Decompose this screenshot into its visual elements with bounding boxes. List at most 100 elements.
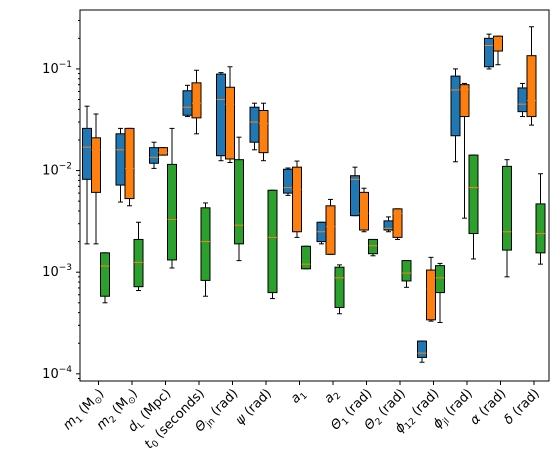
x-tick-label: a1 xyxy=(288,386,310,408)
y-tick-exp: −3 xyxy=(59,263,72,273)
box-body xyxy=(468,154,479,235)
box-body xyxy=(401,260,412,282)
box-s3-c6 xyxy=(267,189,278,300)
box-body xyxy=(417,340,427,358)
box-body xyxy=(359,191,369,231)
x-tick-label: ψ (rad) xyxy=(233,386,275,428)
box-s1-c1 xyxy=(82,105,92,245)
box-s2-c5 xyxy=(225,66,235,164)
box-s2-c4 xyxy=(191,69,202,135)
box-body xyxy=(484,37,494,68)
x-label-sub: 2 xyxy=(108,415,119,426)
box-s2-c6 xyxy=(258,102,269,162)
box-s2-c1 xyxy=(91,113,101,245)
y-tick-label: 10−3 xyxy=(42,263,72,280)
box-s3-c5 xyxy=(234,136,244,262)
box-body xyxy=(325,205,336,255)
box-body xyxy=(234,159,244,245)
x-label-units: (rad) xyxy=(239,386,275,422)
box-s3-c1 xyxy=(100,252,110,304)
y-tick-base: 10 xyxy=(42,164,59,179)
box-body xyxy=(267,189,278,294)
box-s1-c12 xyxy=(450,68,461,163)
box-body xyxy=(301,245,311,270)
box-s2-c10 xyxy=(392,208,403,240)
x-label-sub: 2 xyxy=(332,391,343,402)
box-body xyxy=(450,75,461,137)
box-s2-c2 xyxy=(124,127,135,207)
box-s3-c9 xyxy=(368,238,378,257)
box-s2-c13 xyxy=(493,35,503,66)
box-s3-c8 xyxy=(334,264,345,315)
box-body xyxy=(158,147,168,156)
box-body xyxy=(502,165,512,251)
y-tick-label: 10−1 xyxy=(42,60,72,77)
y-tick-base: 10 xyxy=(42,265,59,280)
box-s2-c7 xyxy=(292,160,302,238)
x-tick-label: δ (rad) xyxy=(501,386,543,428)
x-label-sub: 1 xyxy=(340,417,351,428)
y-tick-base: 10 xyxy=(42,367,59,382)
box-body xyxy=(535,203,546,254)
box-s2-c3 xyxy=(158,147,168,156)
box-body xyxy=(82,127,92,180)
box-s3-c13 xyxy=(502,159,512,278)
x-label-sub: 0 xyxy=(150,439,161,450)
box-s1-c6 xyxy=(249,102,260,151)
box-body xyxy=(368,238,378,255)
box-body xyxy=(493,35,503,52)
box-body xyxy=(124,127,135,200)
box-body xyxy=(426,269,436,321)
box-s1-c5 xyxy=(216,72,226,162)
boxes-layer xyxy=(82,26,546,363)
box-s1-c9 xyxy=(350,166,360,217)
box-s1-c11 xyxy=(417,340,427,363)
x-tick-label: a2 xyxy=(322,386,344,408)
plot-frame xyxy=(79,9,550,382)
box-s1-c2 xyxy=(115,127,126,203)
box-s1-c8 xyxy=(316,221,327,245)
box-body xyxy=(91,137,101,193)
box-s1-c14 xyxy=(517,82,528,118)
box-body xyxy=(216,73,226,157)
x-label-units: (rad) xyxy=(373,386,409,422)
box-body xyxy=(249,106,260,143)
box-s3-c2 xyxy=(133,221,144,292)
y-axis: 10−410−310−210−1 xyxy=(42,19,80,382)
box-body xyxy=(392,208,403,238)
box-body xyxy=(100,252,110,297)
box-s1-c7 xyxy=(283,167,293,196)
box-body xyxy=(292,166,302,233)
y-tick-exp: −2 xyxy=(59,162,72,172)
box-s3-c4 xyxy=(200,202,211,297)
box-s3-c14 xyxy=(535,173,546,265)
box-s3-c7 xyxy=(301,245,311,270)
box-s2-c8 xyxy=(325,198,336,255)
box-body xyxy=(526,55,537,118)
box-s1-c4 xyxy=(182,84,193,118)
y-tick-exp: −1 xyxy=(59,60,72,70)
x-label-sub: 2 xyxy=(374,417,385,428)
box-s3-c10 xyxy=(401,260,412,288)
x-label-sub: L xyxy=(136,420,147,431)
box-s1-c3 xyxy=(149,141,159,169)
box-body xyxy=(517,87,528,113)
x-label-sub: 1 xyxy=(299,391,310,402)
box-body xyxy=(149,147,159,164)
y-tick-base: 10 xyxy=(42,62,59,77)
box-body xyxy=(182,90,193,116)
box-s1-c13 xyxy=(484,33,494,70)
box-body xyxy=(258,109,269,154)
box-body xyxy=(115,133,126,186)
y-tick-label: 10−2 xyxy=(42,162,72,179)
box-body xyxy=(133,238,144,288)
box-body xyxy=(435,265,445,294)
box-body xyxy=(283,168,293,194)
box-body xyxy=(191,82,202,119)
x-tick-label: α (rad) xyxy=(467,386,509,428)
box-body xyxy=(334,266,345,308)
box-body xyxy=(167,163,177,261)
box-s2-c9 xyxy=(359,187,369,233)
x-label-sub: 1 xyxy=(74,415,85,426)
